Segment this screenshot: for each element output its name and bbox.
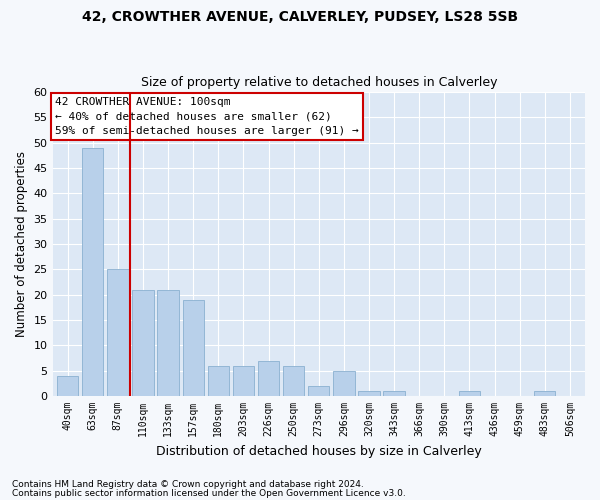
Bar [258, 360, 279, 396]
Bar [182, 300, 204, 396]
X-axis label: Distribution of detached houses by size in Calverley: Distribution of detached houses by size … [156, 444, 482, 458]
Bar [283, 366, 304, 396]
Bar [459, 391, 480, 396]
Bar [107, 270, 128, 396]
Bar [208, 366, 229, 396]
Bar [333, 370, 355, 396]
Bar [383, 391, 405, 396]
Text: 42 CROWTHER AVENUE: 100sqm
← 40% of detached houses are smaller (62)
59% of semi: 42 CROWTHER AVENUE: 100sqm ← 40% of deta… [55, 96, 359, 136]
Y-axis label: Number of detached properties: Number of detached properties [15, 151, 28, 337]
Title: Size of property relative to detached houses in Calverley: Size of property relative to detached ho… [140, 76, 497, 90]
Bar [132, 290, 154, 396]
Text: 42, CROWTHER AVENUE, CALVERLEY, PUDSEY, LS28 5SB: 42, CROWTHER AVENUE, CALVERLEY, PUDSEY, … [82, 10, 518, 24]
Bar [233, 366, 254, 396]
Bar [57, 376, 78, 396]
Bar [308, 386, 329, 396]
Bar [82, 148, 103, 396]
Bar [358, 391, 380, 396]
Text: Contains public sector information licensed under the Open Government Licence v3: Contains public sector information licen… [12, 489, 406, 498]
Bar [157, 290, 179, 396]
Bar [534, 391, 556, 396]
Text: Contains HM Land Registry data © Crown copyright and database right 2024.: Contains HM Land Registry data © Crown c… [12, 480, 364, 489]
